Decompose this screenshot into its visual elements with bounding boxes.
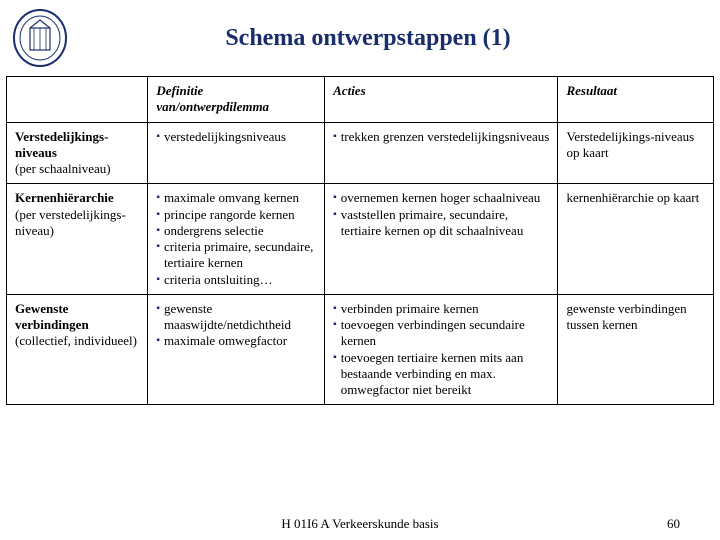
bullet-text: verstedelijkingsniveaus (164, 129, 286, 145)
table-container: Definitie van/ontwerpdilemma Acties Resu… (0, 72, 720, 405)
table-row: Kernenhiërarchie (per verstedelijkings-n… (7, 184, 714, 295)
bullet-text: toevoegen verbindingen secundaire kernen (341, 317, 550, 350)
cell-definitie-2: gewenste maaswijdte/netdichtheid maximal… (148, 294, 325, 405)
cell-acties-0: trekken grenzen verstedelijkingsniveaus (325, 122, 558, 184)
row-head-sub: (per schaalniveau) (15, 161, 139, 177)
cell-resultaat-2: gewenste verbindingen tussen kernen (558, 294, 714, 405)
bullet-text: toevoegen tertiaire kernen mits aan best… (341, 350, 550, 399)
cell-resultaat-0: Verstedelijkings-niveaus op kaart (558, 122, 714, 184)
cell-definitie-1: maximale omvang kernen principe rangorde… (148, 184, 325, 295)
slide-title: Schema ontwerpstappen (1) (88, 25, 708, 52)
row-head-bold: Gewenste verbindingen (15, 301, 89, 332)
row-head-sub: (per verstedelijkings-niveau) (15, 207, 139, 240)
row-head-2: Gewenste verbindingen (collectief, indiv… (7, 294, 148, 405)
row-head-bold: Kernenhiërarchie (15, 190, 114, 205)
row-head-1: Kernenhiërarchie (per verstedelijkings-n… (7, 184, 148, 295)
table-row: Verstedelijkings-niveaus (per schaalnive… (7, 122, 714, 184)
bullet-text: verbinden primaire kernen (341, 301, 479, 317)
header-blank (7, 77, 148, 123)
cell-acties-1: overnemen kernen hoger schaalniveau vast… (325, 184, 558, 295)
table-header-row: Definitie van/ontwerpdilemma Acties Resu… (7, 77, 714, 123)
slide-header: Schema ontwerpstappen (1) (0, 0, 720, 72)
header-resultaat: Resultaat (558, 77, 714, 123)
footer-text: H 01I6 A Verkeerskunde basis (281, 516, 438, 532)
bullet-text: principe rangorde kernen (164, 207, 295, 223)
row-head-0: Verstedelijkings-niveaus (per schaalnive… (7, 122, 148, 184)
bullet-text: ondergrens selectie (164, 223, 264, 239)
bullet-text: gewenste maaswijdte/netdichtheid (164, 301, 316, 334)
row-head-bold: Verstedelijkings-niveaus (15, 129, 108, 160)
header-definitie: Definitie van/ontwerpdilemma (148, 77, 325, 123)
bullet-text: criteria primaire, secundaire, tertiaire… (164, 239, 316, 272)
table-row: Gewenste verbindingen (collectief, indiv… (7, 294, 714, 405)
page-number: 60 (667, 516, 680, 532)
bullet-text: overnemen kernen hoger schaalniveau (341, 190, 541, 206)
cell-definitie-0: verstedelijkingsniveaus (148, 122, 325, 184)
header-acties: Acties (325, 77, 558, 123)
row-head-sub: (collectief, individueel) (15, 333, 139, 349)
design-steps-table: Definitie van/ontwerpdilemma Acties Resu… (6, 76, 714, 405)
logo-seal (12, 8, 68, 68)
cell-resultaat-1: kernenhiërarchie op kaart (558, 184, 714, 295)
bullet-text: criteria ontsluiting… (164, 272, 273, 288)
bullet-text: vaststellen primaire, secundaire, tertia… (341, 207, 550, 240)
slide-footer: H 01I6 A Verkeerskunde basis 60 (0, 516, 720, 532)
cell-acties-2: verbinden primaire kernen toevoegen verb… (325, 294, 558, 405)
bullet-text: trekken grenzen verstedelijkingsniveaus (341, 129, 550, 145)
bullet-text: maximale omwegfactor (164, 333, 287, 349)
bullet-text: maximale omvang kernen (164, 190, 299, 206)
